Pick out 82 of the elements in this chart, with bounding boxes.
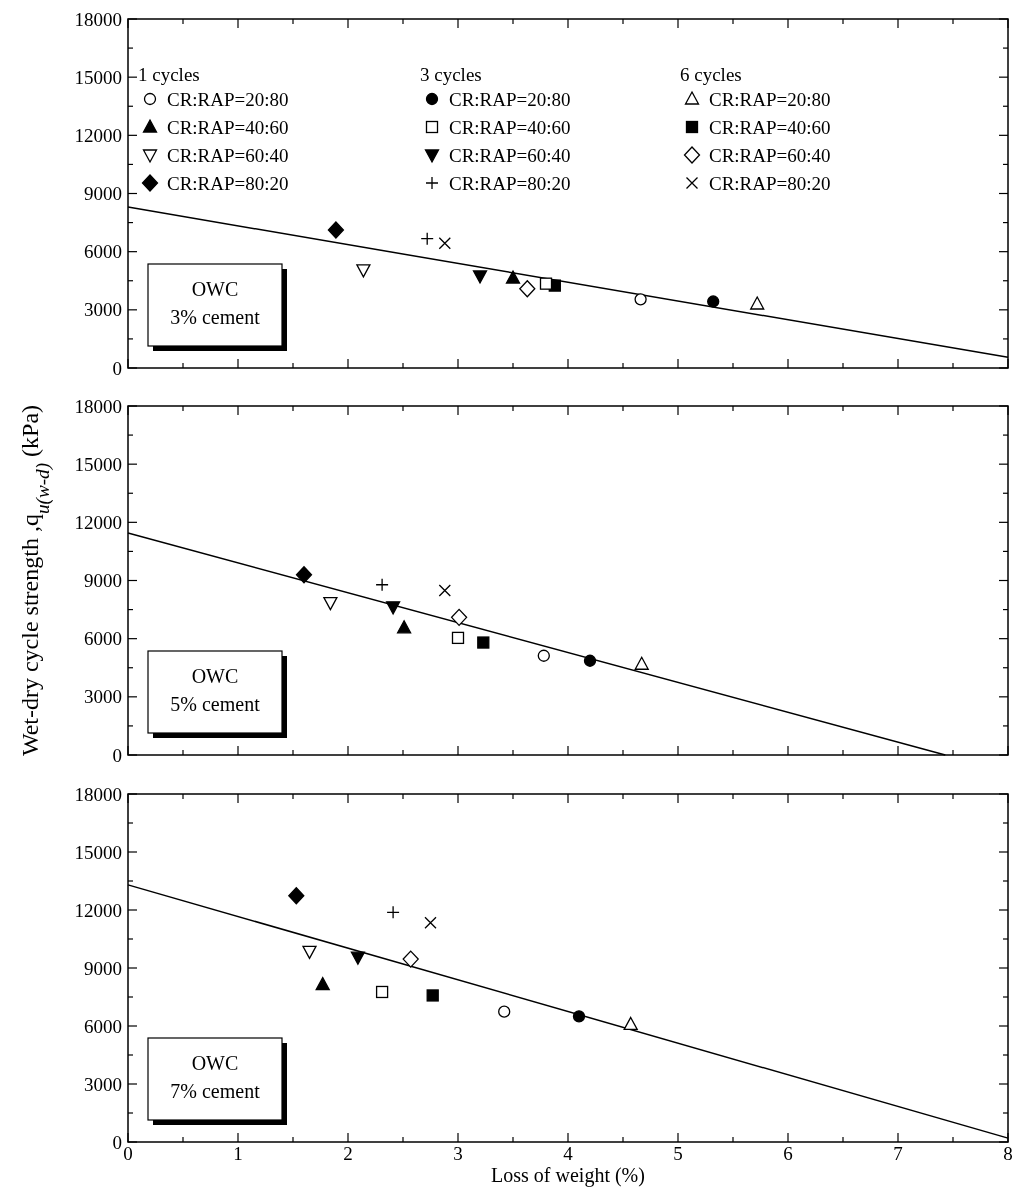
y-tick-label: 0 bbox=[112, 357, 122, 379]
point bbox=[327, 221, 345, 239]
y-tick-label: 6000 bbox=[84, 628, 122, 650]
point bbox=[583, 654, 597, 667]
x-tick-label: 6 bbox=[783, 1143, 793, 1164]
y-tick-label: 15000 bbox=[74, 66, 122, 88]
point bbox=[295, 566, 313, 584]
legend-label: CR:RAP=80:20 bbox=[449, 172, 571, 194]
legend-label: CR:RAP=20:80 bbox=[449, 88, 571, 110]
point bbox=[539, 277, 553, 290]
y-tick-label: 6000 bbox=[84, 241, 122, 263]
y-tick-label: 18000 bbox=[74, 783, 122, 805]
y-tick-label: 15000 bbox=[74, 453, 122, 475]
legend-label: CR:RAP=40:60 bbox=[449, 116, 571, 138]
point bbox=[707, 295, 720, 308]
point bbox=[375, 578, 389, 592]
point bbox=[472, 270, 488, 284]
point bbox=[438, 584, 451, 597]
legend-label: CR:RAP=60:40 bbox=[449, 144, 571, 166]
legend-label: CR:RAP=60:40 bbox=[167, 144, 289, 166]
x-tick-label: 7 bbox=[893, 1143, 903, 1164]
point bbox=[438, 237, 451, 250]
point bbox=[350, 951, 366, 965]
point bbox=[426, 989, 439, 1002]
point bbox=[451, 631, 465, 645]
x-tick-label: 2 bbox=[343, 1143, 353, 1164]
point bbox=[572, 1010, 586, 1023]
legend-label: CR:RAP=60:40 bbox=[709, 144, 831, 166]
point bbox=[477, 636, 490, 649]
x-tick-label: 4 bbox=[563, 1143, 574, 1164]
y-tick-label: 12000 bbox=[74, 124, 122, 146]
legend-label: CR:RAP=80:20 bbox=[709, 172, 831, 194]
annotation: OWC 3% cement bbox=[170, 278, 261, 328]
point bbox=[323, 596, 338, 611]
point bbox=[519, 280, 536, 298]
point bbox=[424, 916, 437, 929]
x-tick-label: 1 bbox=[233, 1143, 243, 1164]
point bbox=[302, 945, 317, 960]
point bbox=[315, 976, 330, 991]
point bbox=[396, 620, 412, 634]
point bbox=[402, 950, 419, 968]
x-tick-label: 5 bbox=[673, 1143, 683, 1164]
x-tick-label: 8 bbox=[1003, 1143, 1013, 1164]
point bbox=[450, 608, 468, 626]
annotation: OWC 5% cement bbox=[170, 665, 261, 715]
y-tick-label: 6000 bbox=[84, 1015, 122, 1037]
y-tick-label: 18000 bbox=[74, 8, 122, 30]
y-tick-label: 3000 bbox=[84, 686, 122, 708]
point bbox=[356, 264, 371, 278]
point bbox=[386, 905, 400, 919]
point bbox=[288, 887, 305, 905]
point bbox=[498, 1005, 511, 1018]
y-tick-label: 18000 bbox=[74, 395, 122, 417]
point bbox=[750, 296, 765, 310]
legend-label: CR:RAP=20:80 bbox=[167, 88, 289, 110]
x-axis-title: Loss of weight (%) bbox=[491, 1164, 645, 1187]
annotation: 6 cycles bbox=[680, 64, 742, 85]
y-tick-label: 3000 bbox=[84, 299, 122, 321]
legend-label: CR:RAP=40:60 bbox=[709, 116, 831, 138]
point bbox=[634, 656, 649, 670]
legend-label: CR:RAP=20:80 bbox=[709, 88, 831, 110]
y-tick-label: 9000 bbox=[84, 957, 122, 979]
point bbox=[623, 1016, 638, 1031]
annotation: OWC 7% cement bbox=[170, 1052, 261, 1102]
y-tick-label: 3000 bbox=[84, 1073, 122, 1095]
y-tick-label: 9000 bbox=[84, 183, 122, 205]
y-tick-label: 15000 bbox=[74, 841, 122, 863]
annotation: 3 cycles bbox=[420, 64, 482, 85]
x-tick-label: 3 bbox=[453, 1143, 463, 1164]
point bbox=[420, 232, 434, 246]
y-tick-label: 9000 bbox=[84, 570, 122, 592]
point bbox=[537, 649, 550, 662]
y-tick-label: 0 bbox=[112, 744, 122, 766]
point bbox=[505, 270, 521, 284]
legend-label: CR:RAP=80:20 bbox=[167, 172, 289, 194]
y-tick-label: 12000 bbox=[74, 511, 122, 533]
legend-label: CR:RAP=40:60 bbox=[167, 116, 289, 138]
y-tick-label: 12000 bbox=[74, 899, 122, 921]
point bbox=[375, 985, 389, 999]
point bbox=[634, 293, 647, 306]
point bbox=[385, 601, 401, 615]
annotation: 1 cycles bbox=[138, 64, 200, 85]
